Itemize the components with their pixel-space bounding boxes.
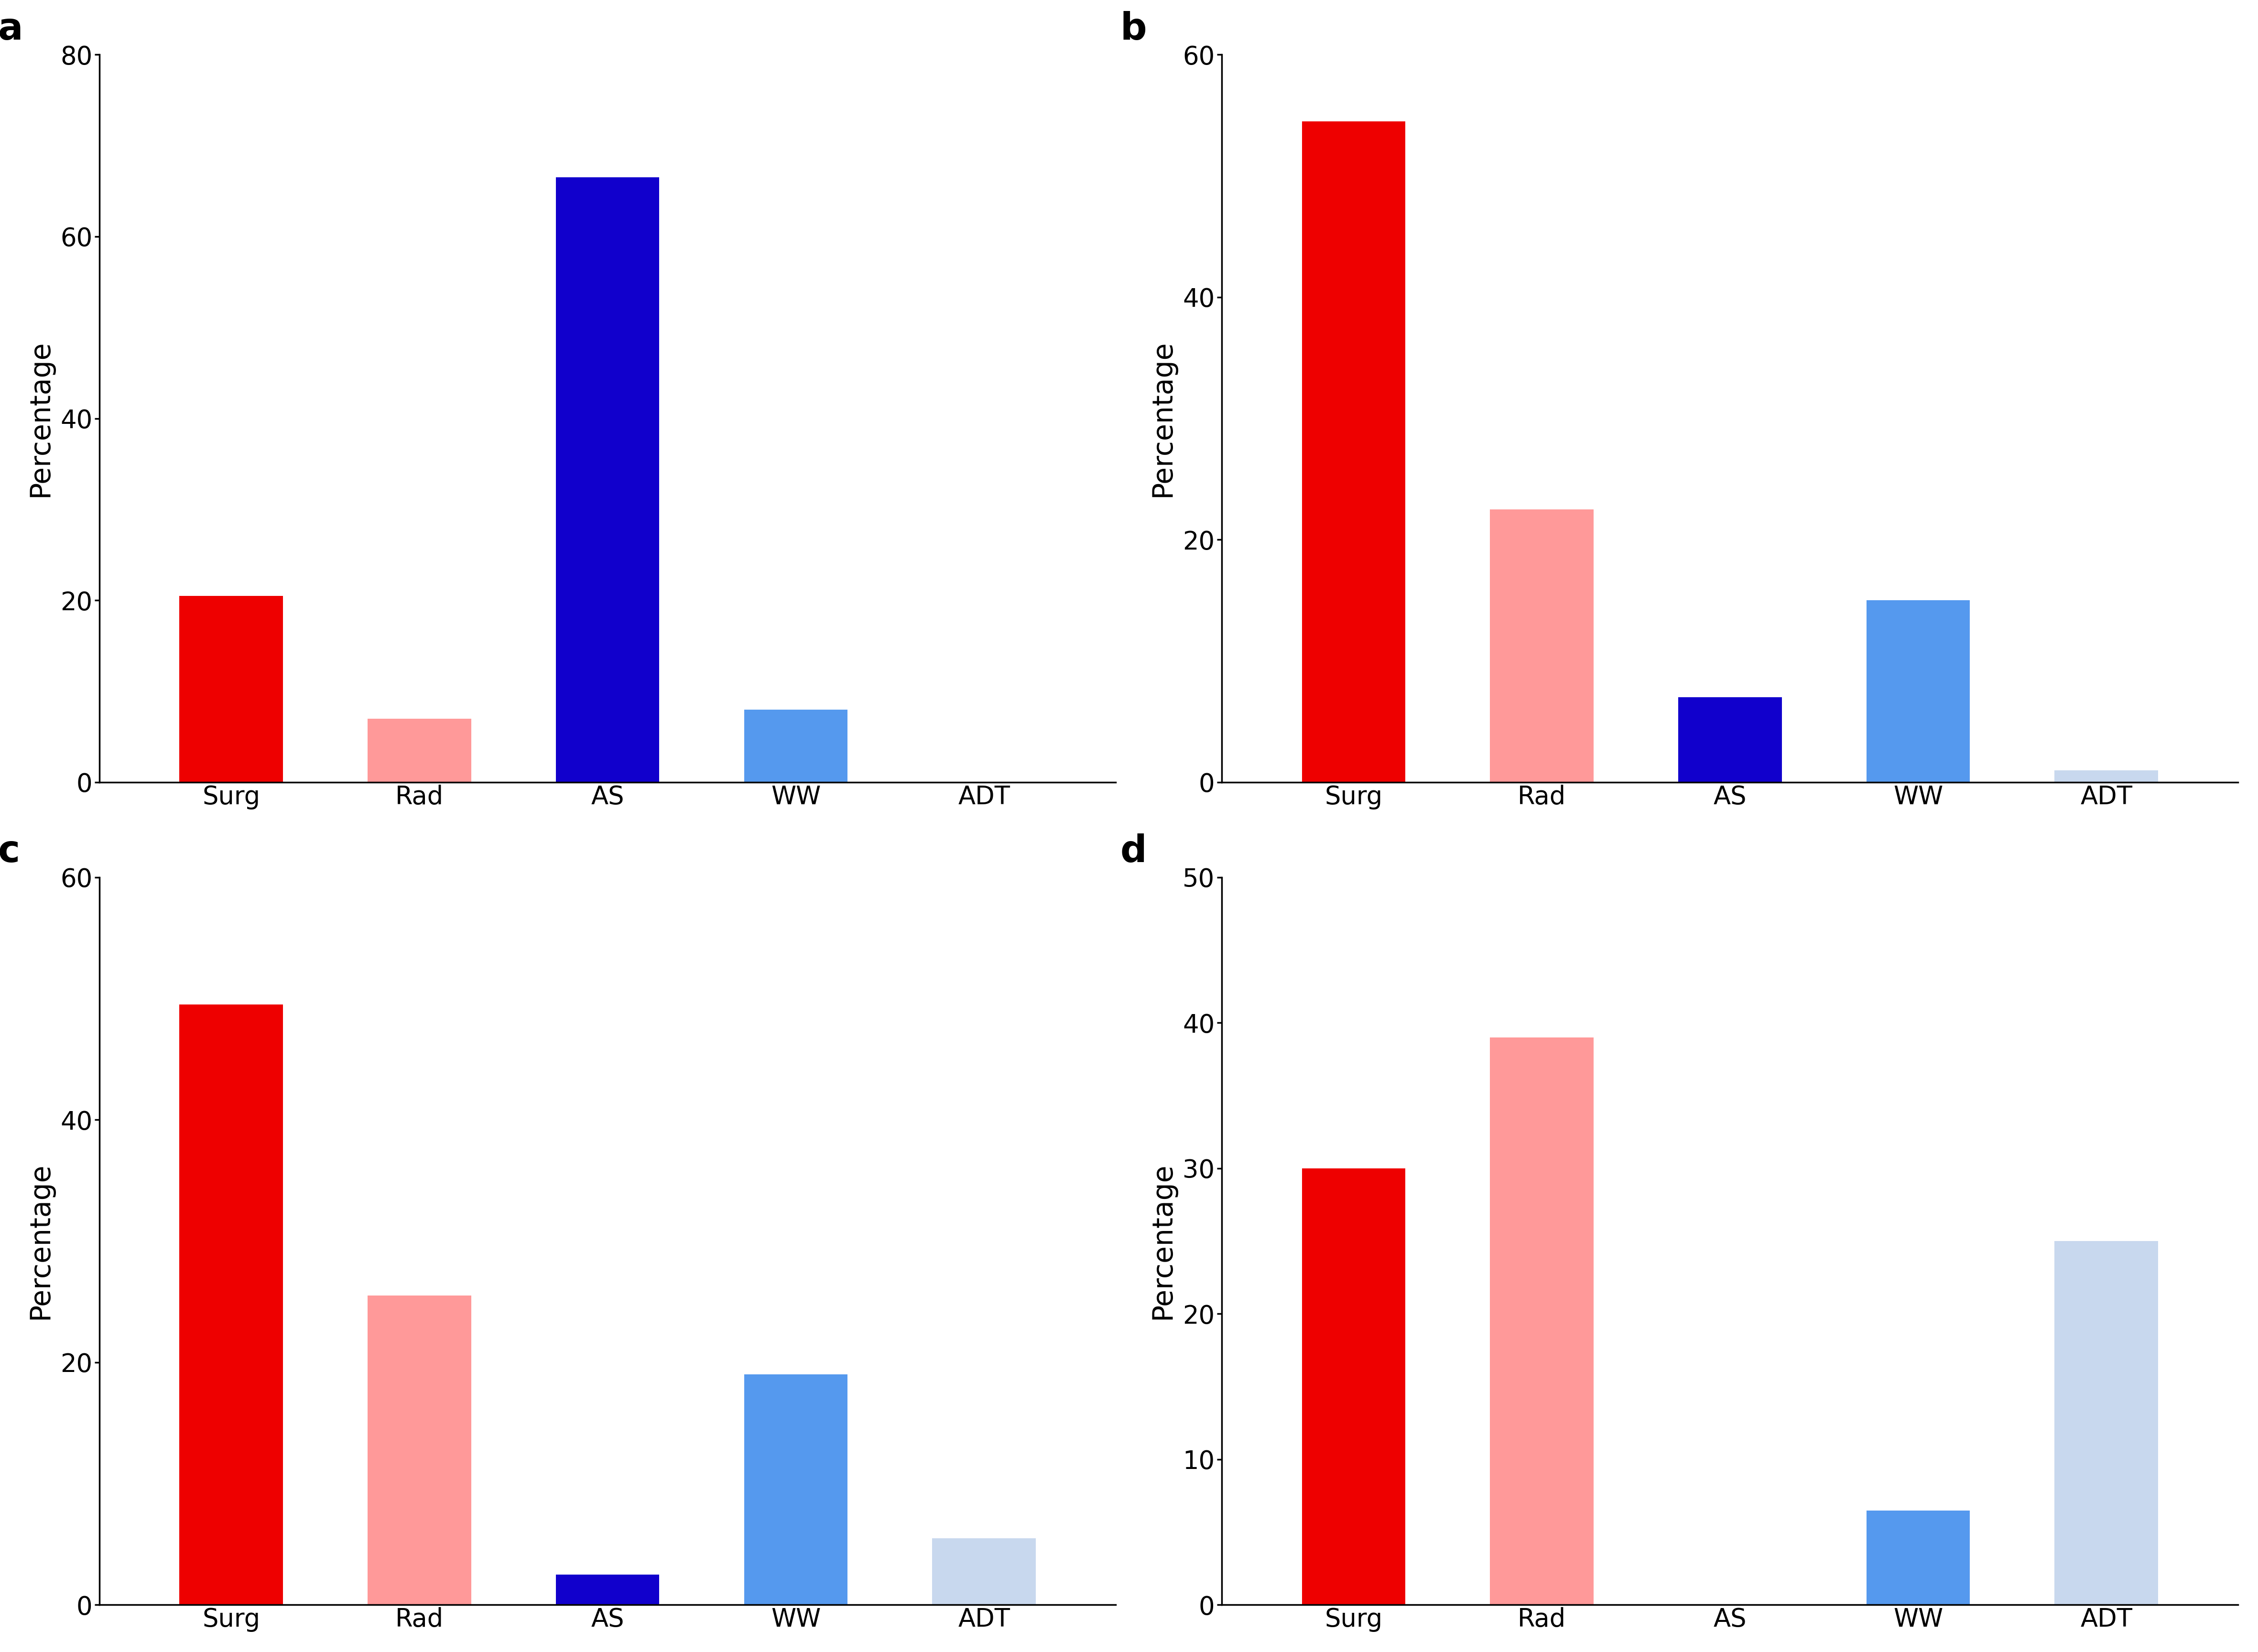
Text: b: b: [1120, 12, 1147, 48]
Bar: [555, 1574, 659, 1604]
Bar: [2055, 1241, 2159, 1604]
Bar: [1867, 1510, 1969, 1604]
Bar: [1867, 600, 1969, 783]
Text: a: a: [0, 12, 23, 48]
Bar: [368, 719, 472, 783]
Bar: [1678, 697, 1782, 783]
Bar: [933, 1538, 1036, 1604]
Text: c: c: [0, 834, 20, 871]
Y-axis label: Percentage: Percentage: [27, 340, 54, 497]
Bar: [1303, 121, 1404, 783]
Bar: [1303, 1168, 1404, 1604]
Y-axis label: Percentage: Percentage: [27, 1163, 54, 1320]
Bar: [368, 1295, 472, 1604]
Bar: [745, 709, 847, 783]
Bar: [1490, 509, 1594, 783]
Bar: [178, 596, 282, 783]
Bar: [1490, 1037, 1594, 1604]
Bar: [555, 177, 659, 783]
Y-axis label: Percentage: Percentage: [1149, 1163, 1176, 1320]
Y-axis label: Percentage: Percentage: [1149, 340, 1176, 497]
Bar: [2055, 770, 2159, 783]
Bar: [745, 1374, 847, 1604]
Text: d: d: [1120, 834, 1147, 871]
Bar: [178, 1004, 282, 1604]
